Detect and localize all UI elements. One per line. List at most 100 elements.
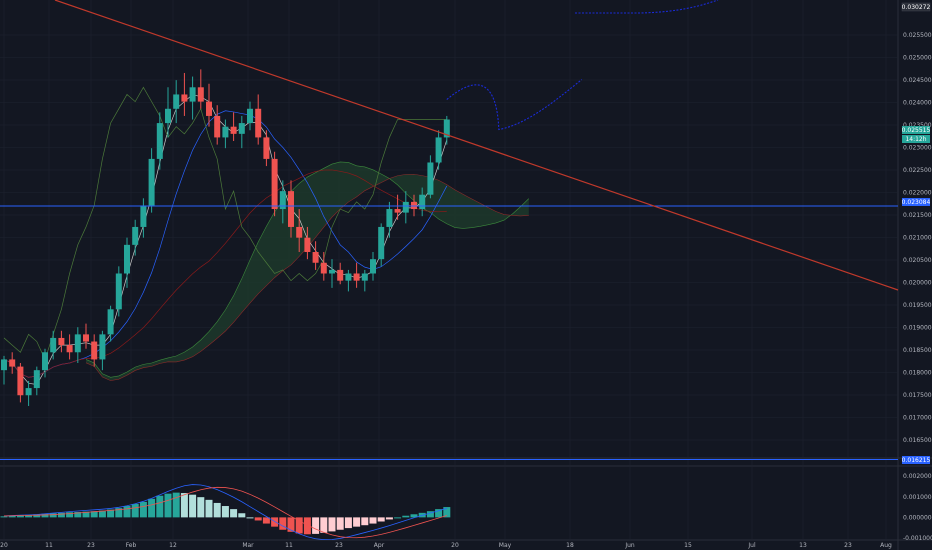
candle-body <box>222 126 229 138</box>
candle-body <box>353 273 360 281</box>
time-tick-label: 11 <box>285 542 293 549</box>
time-tick-label: 15 <box>684 542 692 549</box>
macd-histogram-bar <box>107 509 115 518</box>
macd-histogram-bar <box>213 502 221 518</box>
macd-histogram-bar <box>131 503 139 518</box>
candle-body <box>115 273 122 310</box>
candle-body <box>181 94 188 102</box>
candle-body <box>25 388 32 396</box>
candle-body <box>279 191 286 210</box>
time-tick-label: Apr <box>374 542 385 549</box>
time-axis[interactable]: 20 11 23 Feb 12 Mar 11 23 Apr 20 May 18 Jun 15 Jul 13 23… <box>0 542 892 549</box>
candle-body <box>1 359 7 371</box>
candlesticks <box>1 69 450 406</box>
candle-body <box>402 201 409 213</box>
candle-body <box>370 259 376 274</box>
macd-histogram-bar <box>172 492 180 518</box>
candle-body <box>140 205 147 227</box>
projection-path-upper <box>575 0 719 14</box>
candle-body <box>419 194 426 210</box>
price-tick-label: 0.022000 <box>903 190 932 197</box>
time-tick-label: 12 <box>169 542 177 549</box>
candle-body <box>361 273 368 281</box>
macd-histogram-bar <box>377 517 385 522</box>
candle-body <box>206 101 212 116</box>
candle-body <box>148 158 155 206</box>
candle-body <box>238 123 245 134</box>
price-tick-label: 0.019500 <box>903 302 932 309</box>
candle-body <box>132 226 139 245</box>
candle-body <box>378 226 385 260</box>
candle-body <box>435 137 442 163</box>
macd-histogram-bar <box>221 506 229 518</box>
svg-text:0.023084: 0.023084 <box>902 199 931 206</box>
macd-histogram-bar <box>353 517 361 527</box>
macd-histogram-bar <box>82 511 90 518</box>
macd-axis: 0.002000 0.001000 0.000000 -0.001000 <box>903 473 932 542</box>
senkou-a-line <box>85 161 530 378</box>
macd-histogram-bar <box>369 517 377 524</box>
price-tick-label: 0.016500 <box>903 437 932 444</box>
macd-histogram-bar <box>139 501 147 518</box>
macd-histogram-bar <box>394 517 402 519</box>
time-tick-label: 23 <box>87 542 95 549</box>
macd-histogram-bar <box>435 509 443 518</box>
price-axis[interactable]: 0.025500 0.025000 0.024500 0.024000 0.023500… <box>903 32 932 444</box>
price-tick-label: 0.022500 <box>903 167 932 174</box>
price-tick-label: 0.021500 <box>903 212 932 219</box>
candle-body <box>443 119 450 138</box>
candle-body <box>74 334 81 353</box>
macd-histogram-bar <box>123 506 131 518</box>
macd-histogram-bar <box>279 517 287 530</box>
macd-histogram-bar <box>180 493 188 518</box>
candle-body <box>386 209 393 227</box>
time-tick-label: 11 <box>45 542 53 549</box>
candle-body <box>247 108 253 124</box>
macd-histogram-bar <box>238 513 246 518</box>
price-tick-label: 0.024000 <box>903 100 932 107</box>
chikou-line <box>3 86 447 361</box>
time-tick-label: 13 <box>799 542 807 549</box>
macd-histogram-bar <box>49 513 57 518</box>
candle-body <box>411 201 417 210</box>
price-tick-label: 0.025500 <box>903 32 932 39</box>
macd-line <box>3 484 447 541</box>
macd-tick-label: 0.002000 <box>903 473 932 480</box>
price-tick-label: 0.020500 <box>903 257 932 264</box>
time-tick-label: 23 <box>844 542 852 549</box>
time-tick-label: Aug <box>880 542 892 549</box>
macd-histogram-bar <box>385 517 393 520</box>
time-tick-label: Feb <box>126 542 137 549</box>
time-tick-label: 20 <box>0 542 8 549</box>
price-tick-label: 0.025000 <box>903 55 932 62</box>
time-tick-label: 20 <box>451 542 459 549</box>
hline-price-badge: 0.023084 <box>902 198 931 206</box>
macd-histogram-bar <box>303 517 311 535</box>
macd-tick-label: 0.000000 <box>903 514 932 521</box>
candle-body <box>107 309 114 335</box>
candle-body <box>337 269 344 281</box>
macd-histogram-bar <box>205 499 213 518</box>
price-tick-label: 0.023000 <box>903 145 932 152</box>
time-tick-label: Jun <box>624 542 635 549</box>
candle-body <box>329 269 335 274</box>
price-tick-label: 0.017000 <box>903 415 932 422</box>
candle-body <box>427 162 434 195</box>
macd-histogram-bar <box>295 517 303 534</box>
macd-histogram-bar <box>361 517 369 526</box>
macd-histogram-bar <box>443 507 451 518</box>
candle-body <box>197 87 204 102</box>
macd-histogram-bar <box>410 514 418 518</box>
time-tick-label: May <box>499 542 512 549</box>
macd-histogram-bar <box>25 514 33 518</box>
svg-text:0.016215: 0.016215 <box>902 457 931 464</box>
macd-histogram-bar <box>197 497 205 518</box>
macd-histogram-bar <box>57 512 65 518</box>
price-tick-label: 0.021000 <box>903 235 932 242</box>
candle-body <box>124 244 130 274</box>
candle-body <box>320 262 327 274</box>
price-tick-label: 0.017500 <box>903 392 932 399</box>
